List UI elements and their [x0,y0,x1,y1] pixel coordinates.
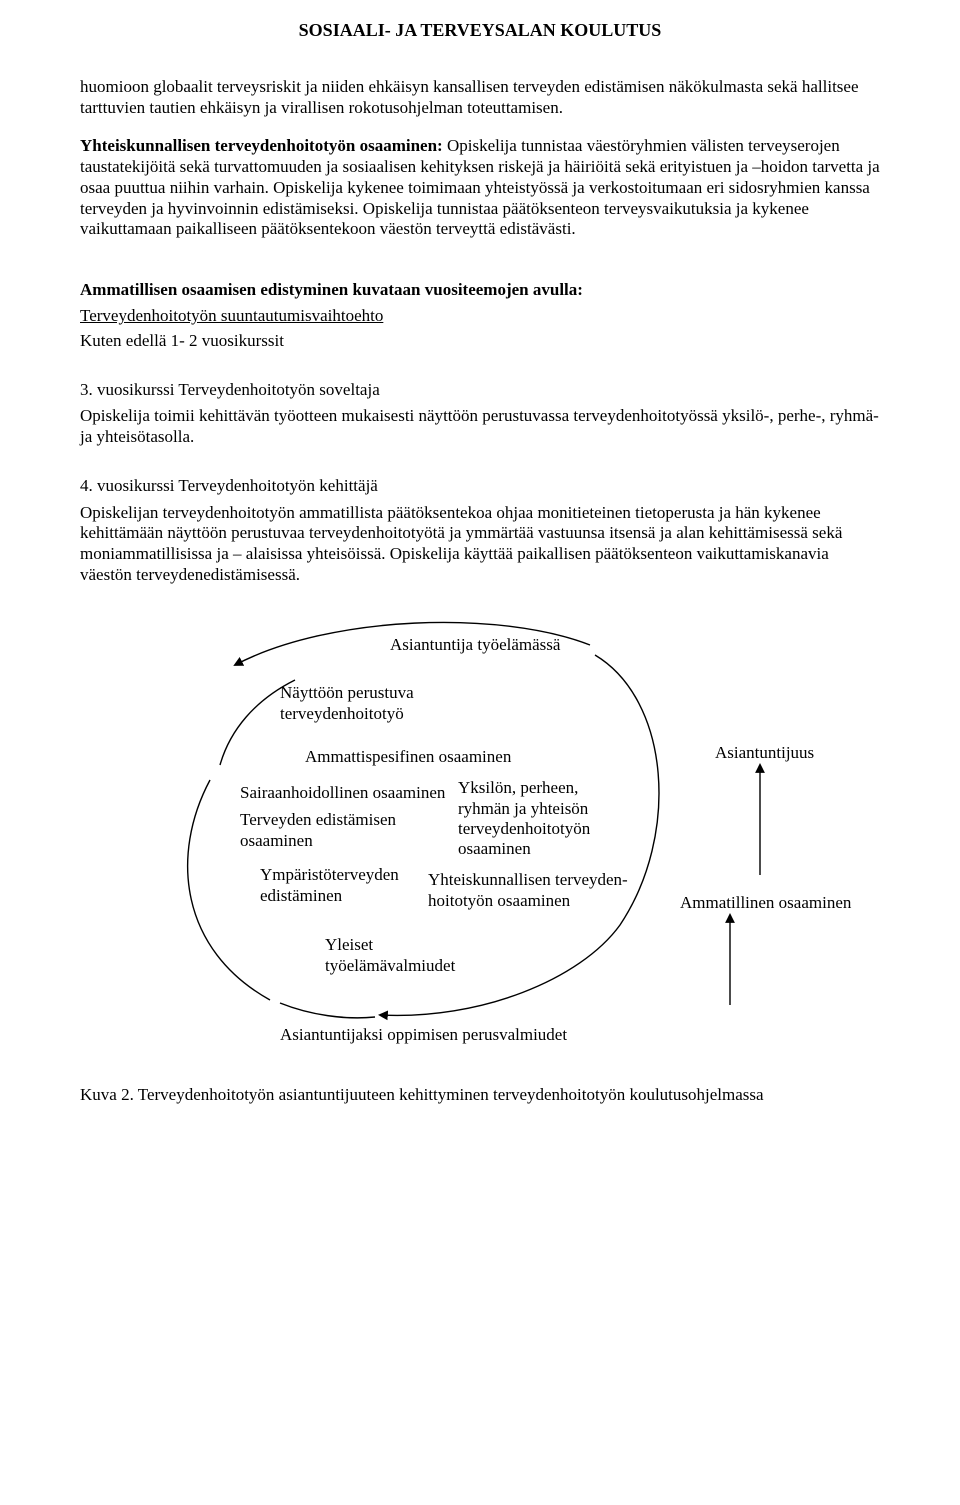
diagram-outside-right-2: Ammatillinen osaaminen [680,893,851,913]
concept-diagram: Asiantuntija työelämässä Näyttöön perust… [80,605,880,1065]
diagram-upper-left: Näyttöön perustuva terveydenhoitotyö [280,683,414,723]
diagram-right-1-l4: osaaminen [458,839,531,858]
diagram-right-1-l2: ryhmän ja yhteisön [458,799,588,818]
page: SOSIAALI- JA TERVEYSALAN KOULUTUS huomio… [0,0,960,1164]
diagram-left-2: Terveyden edistämisen osaaminen [240,810,396,850]
diagram-left-2-l1: Terveyden edistämisen [240,810,396,829]
diagram-left-3-l1: Ympäristöterveyden [260,865,399,884]
diagram-left-3: Ympäristöterveyden edistäminen [260,865,399,905]
paragraph-1: huomioon globaalit terveysriskit ja niid… [80,77,880,118]
page-header-title: SOSIAALI- JA TERVEYSALAN KOULUTUS [80,20,880,41]
diagram-upper-left-l1: Näyttöön perustuva [280,683,414,702]
diagram-bottom-center-l2: työelämävalmiudet [325,956,455,975]
section-line1: Kuten edellä 1- 2 vuosikurssit [80,331,880,352]
diagram-left-2-l2: osaaminen [240,831,313,850]
diagram-right-2-l2: hoitotyön osaaminen [428,891,570,910]
year3-body: Opiskelija toimii kehittävän työotteen m… [80,406,880,447]
section-heading: Ammatillisen osaamisen edistyminen kuvat… [80,280,880,300]
diagram-mid-center: Ammattispesifinen osaaminen [305,747,511,767]
diagram-bottom-center-l1: Yleiset [325,935,373,954]
section-subhead: Terveydenhoitotyön suuntautumisvaihtoeht… [80,306,383,325]
year4-body: Opiskelijan terveydenhoitotyön ammatilli… [80,503,880,586]
diagram-right-1-l1: Yksilön, perheen, [458,778,578,797]
diagram-top-label: Asiantuntija työelämässä [390,635,560,655]
year3-title: 3. vuosikurssi Terveydenhoitotyön sovelt… [80,380,880,401]
diagram-left-3-l2: edistäminen [260,886,342,905]
year4-title: 4. vuosikurssi Terveydenhoitotyön kehitt… [80,476,880,497]
diagram-upper-left-l2: terveydenhoitotyö [280,704,404,723]
diagram-left-1: Sairaanhoidollinen osaaminen [240,783,445,803]
diagram-bottom-center: Yleiset työelämävalmiudet [325,935,455,975]
diagram-bottom-label: Asiantuntijaksi oppimisen perusvalmiudet [280,1025,567,1045]
figure-caption: Kuva 2. Terveydenhoitotyön asiantuntijuu… [80,1085,880,1106]
diagram-right-1-l3: terveydenhoitotyön [458,819,590,838]
paragraph-2-lead: Yhteiskunnallisen terveydenhoitotyön osa… [80,136,443,155]
diagram-right-1: Yksilön, perheen, ryhmän ja yhteisön ter… [458,778,590,858]
diagram-right-2: Yhteiskunnallisen terveyden- hoitotyön o… [428,870,628,910]
diagram-right-2-l1: Yhteiskunnallisen terveyden- [428,870,628,889]
paragraph-2: Yhteiskunnallisen terveydenhoitotyön osa… [80,136,880,240]
diagram-outside-right-1: Asiantuntijuus [715,743,814,763]
